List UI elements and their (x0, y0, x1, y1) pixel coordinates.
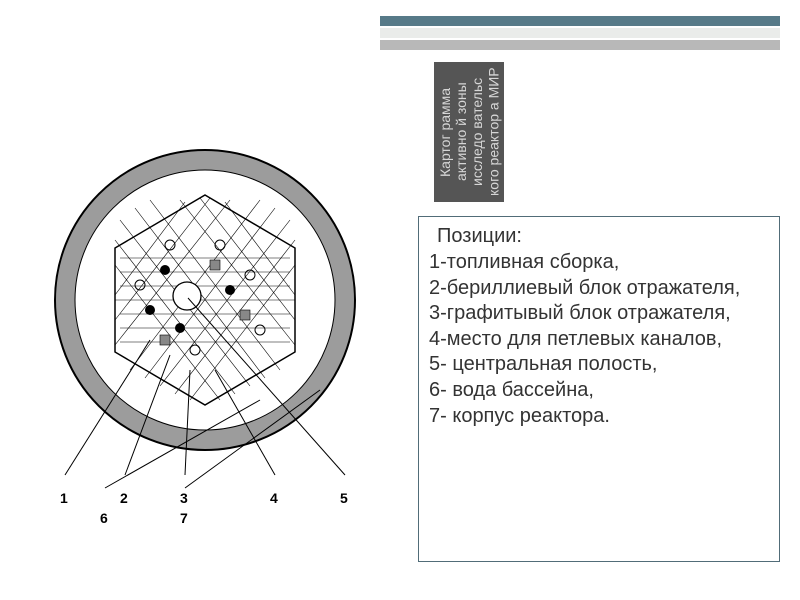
title-box: Картог рамма активно й зоны исследо вате… (434, 62, 504, 202)
reactor-svg (30, 140, 380, 490)
legend-item: 2-бериллиевый блок отражателя, (429, 276, 769, 302)
legend-item: 3-графитывый блок отражателя, (429, 301, 769, 327)
legend-item: 4-место для петлевых каналов, (429, 327, 769, 353)
callout-number: 2 (120, 490, 128, 506)
legend-item: 7- корпус реактора. (429, 404, 769, 430)
reactor-diagram (30, 140, 380, 490)
legend-box: Позиции: 1-топливная сборка, 2-бериллиев… (418, 216, 780, 562)
legend-item: 1-топливная сборка, (429, 250, 769, 276)
legend-item: 5- центральная полость, (429, 352, 769, 378)
legend-item: 6- вода бассейна, (429, 378, 769, 404)
callout-number: 5 (340, 490, 348, 506)
bar-1 (380, 16, 780, 26)
slide: Картог рамма активно й зоны исследо вате… (0, 0, 800, 600)
callout-number: 1 (60, 490, 68, 506)
legend-items: 1-топливная сборка, 2-бериллиевый блок о… (429, 250, 769, 429)
bar-2 (380, 28, 780, 38)
bar-3 (380, 40, 780, 50)
title-text: Картог рамма активно й зоны исследо вате… (433, 62, 505, 202)
callout-number: 3 (180, 490, 188, 506)
callout-number: 7 (180, 510, 188, 526)
legend-heading: Позиции: (437, 225, 769, 248)
callout-number: 4 (270, 490, 278, 506)
callout-number: 6 (100, 510, 108, 526)
top-accent-bars (380, 16, 780, 46)
